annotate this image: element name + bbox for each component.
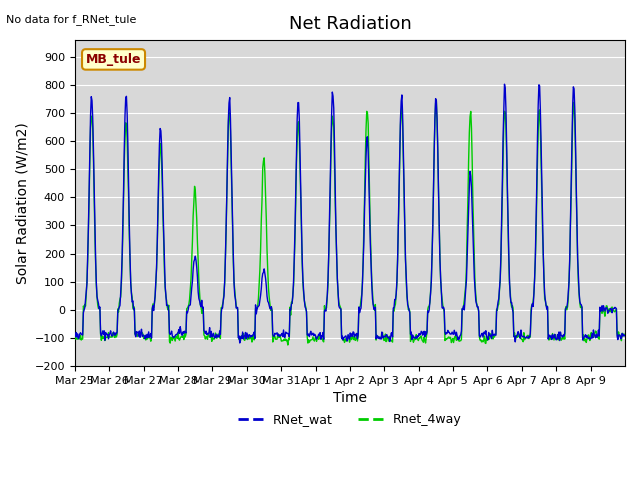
- RNet_wat: [71, 332, 79, 337]
- X-axis label: Time: Time: [333, 391, 367, 405]
- Legend: RNet_wat, Rnet_4way: RNet_wat, Rnet_4way: [233, 408, 467, 432]
- RNet_wat: [237, 334, 245, 339]
- Text: MB_tule: MB_tule: [86, 53, 141, 66]
- RNet_wat: [500, 81, 508, 87]
- RNet_wat: [136, 328, 143, 334]
- Rnet_4way: [284, 342, 292, 348]
- Line: Rnet_4way: Rnet_4way: [75, 100, 625, 345]
- Rnet_4way: [285, 337, 293, 343]
- Rnet_4way: [264, 268, 271, 274]
- RNet_wat: [264, 300, 272, 305]
- Rnet_4way: [433, 97, 440, 103]
- Rnet_4way: [621, 331, 629, 337]
- RNet_wat: [408, 329, 415, 335]
- RNet_wat: [236, 340, 244, 346]
- RNet_wat: [438, 305, 446, 311]
- RNet_wat: [621, 333, 629, 339]
- Title: Net Radiation: Net Radiation: [289, 15, 412, 33]
- Y-axis label: Solar Radiation (W/m2): Solar Radiation (W/m2): [15, 122, 29, 284]
- Rnet_4way: [439, 302, 447, 308]
- Rnet_4way: [408, 334, 415, 340]
- Rnet_4way: [237, 338, 244, 344]
- Rnet_4way: [136, 331, 143, 337]
- Line: RNet_wat: RNet_wat: [75, 84, 625, 343]
- RNet_wat: [285, 334, 293, 339]
- Rnet_4way: [71, 333, 79, 339]
- Text: No data for f_RNet_tule: No data for f_RNet_tule: [6, 14, 137, 25]
